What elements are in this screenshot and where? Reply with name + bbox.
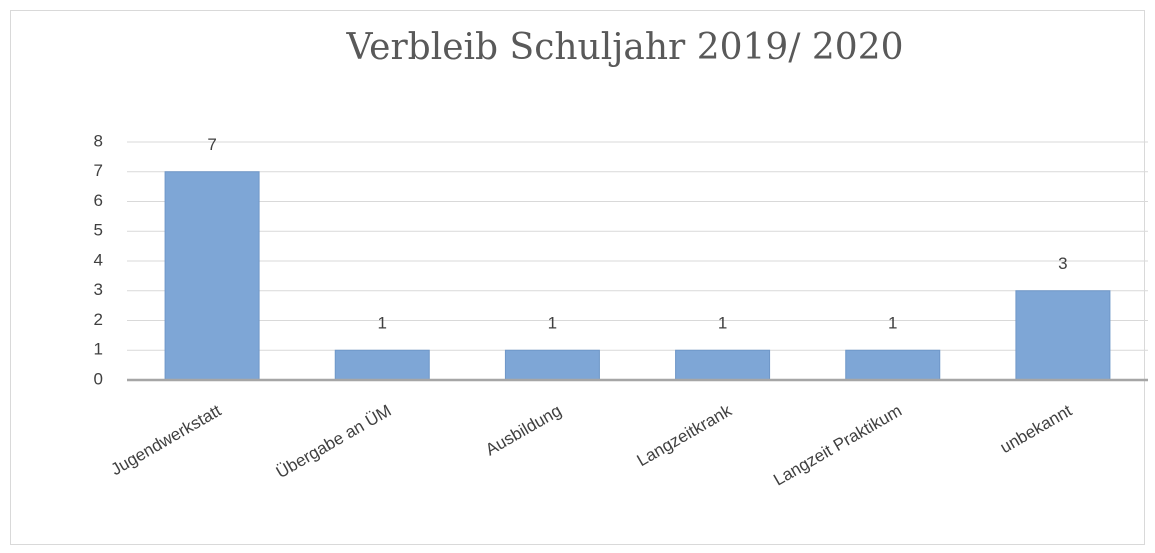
bar xyxy=(504,349,600,381)
data-label: 1 xyxy=(378,314,387,333)
y-tick-label: 5 xyxy=(94,221,103,240)
bar xyxy=(164,171,260,381)
y-tick-label: 7 xyxy=(94,161,103,180)
y-tick-label: 2 xyxy=(94,310,103,329)
y-tick-label: 3 xyxy=(94,280,103,299)
data-label: 1 xyxy=(888,314,897,333)
y-tick-label: 1 xyxy=(94,340,103,359)
y-tick-label: 4 xyxy=(94,250,103,269)
y-tick-label: 0 xyxy=(94,369,103,388)
y-tick-label: 6 xyxy=(94,191,103,210)
bar xyxy=(845,349,941,381)
data-label: 1 xyxy=(718,314,727,333)
bar xyxy=(675,349,771,381)
bar xyxy=(1015,290,1111,381)
chart-title: Verbleib Schuljahr 2019/ 2020 xyxy=(345,27,903,68)
data-label: 1 xyxy=(548,314,557,333)
data-label: 3 xyxy=(1058,254,1067,273)
y-tick-label: 8 xyxy=(94,131,103,150)
bar xyxy=(334,349,430,381)
data-label: 7 xyxy=(207,135,216,154)
